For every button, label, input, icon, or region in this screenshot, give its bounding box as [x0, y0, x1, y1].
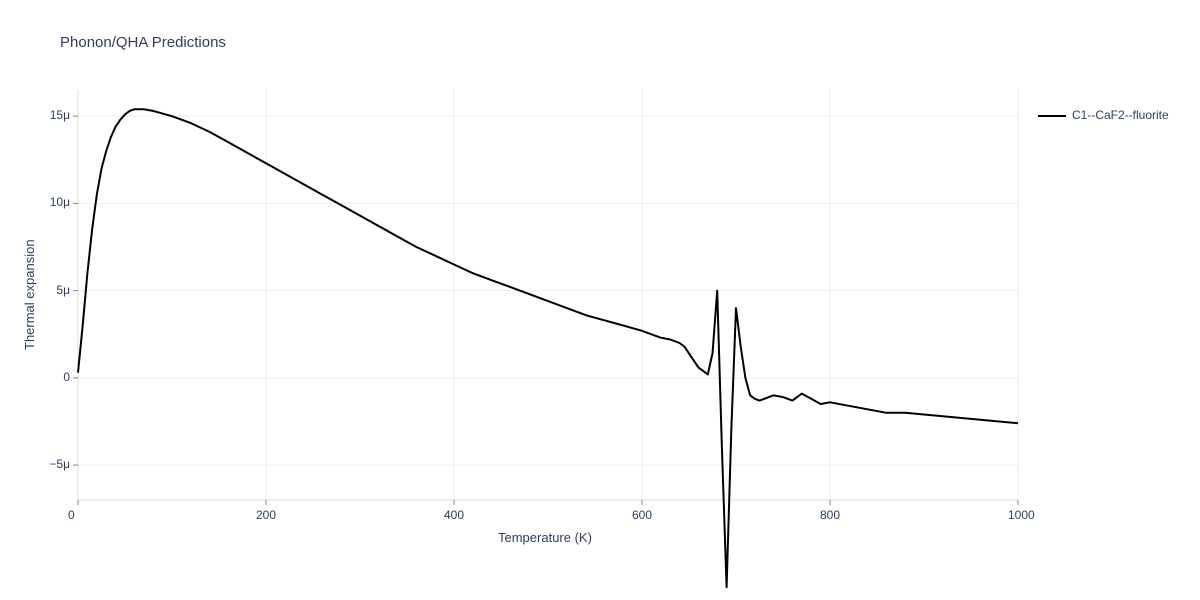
x-axis-label: Temperature (K) [498, 530, 592, 545]
y-tick-label: 5μ [56, 283, 70, 297]
x-tick-label: 600 [632, 508, 652, 522]
x-tick-label: 0 [68, 508, 75, 522]
y-axis-label: Thermal expansion [22, 239, 37, 350]
y-tick-label: 10μ [50, 195, 70, 209]
legend: C1--CaF2--fluorite [1038, 108, 1169, 122]
chart-container: Phonon/QHA Predictions Thermal expansion… [0, 0, 1200, 600]
y-tick-label: −5μ [49, 457, 70, 471]
x-tick-label: 200 [256, 508, 276, 522]
chart-title: Phonon/QHA Predictions [60, 34, 226, 51]
legend-swatch [1038, 115, 1066, 117]
y-tick-label: 0 [63, 370, 70, 384]
y-tick-label: 15μ [50, 108, 70, 122]
x-tick-label: 400 [444, 508, 464, 522]
x-tick-label: 1000 [1008, 508, 1035, 522]
x-tick-label: 800 [820, 508, 840, 522]
legend-label: C1--CaF2--fluorite [1072, 108, 1169, 122]
